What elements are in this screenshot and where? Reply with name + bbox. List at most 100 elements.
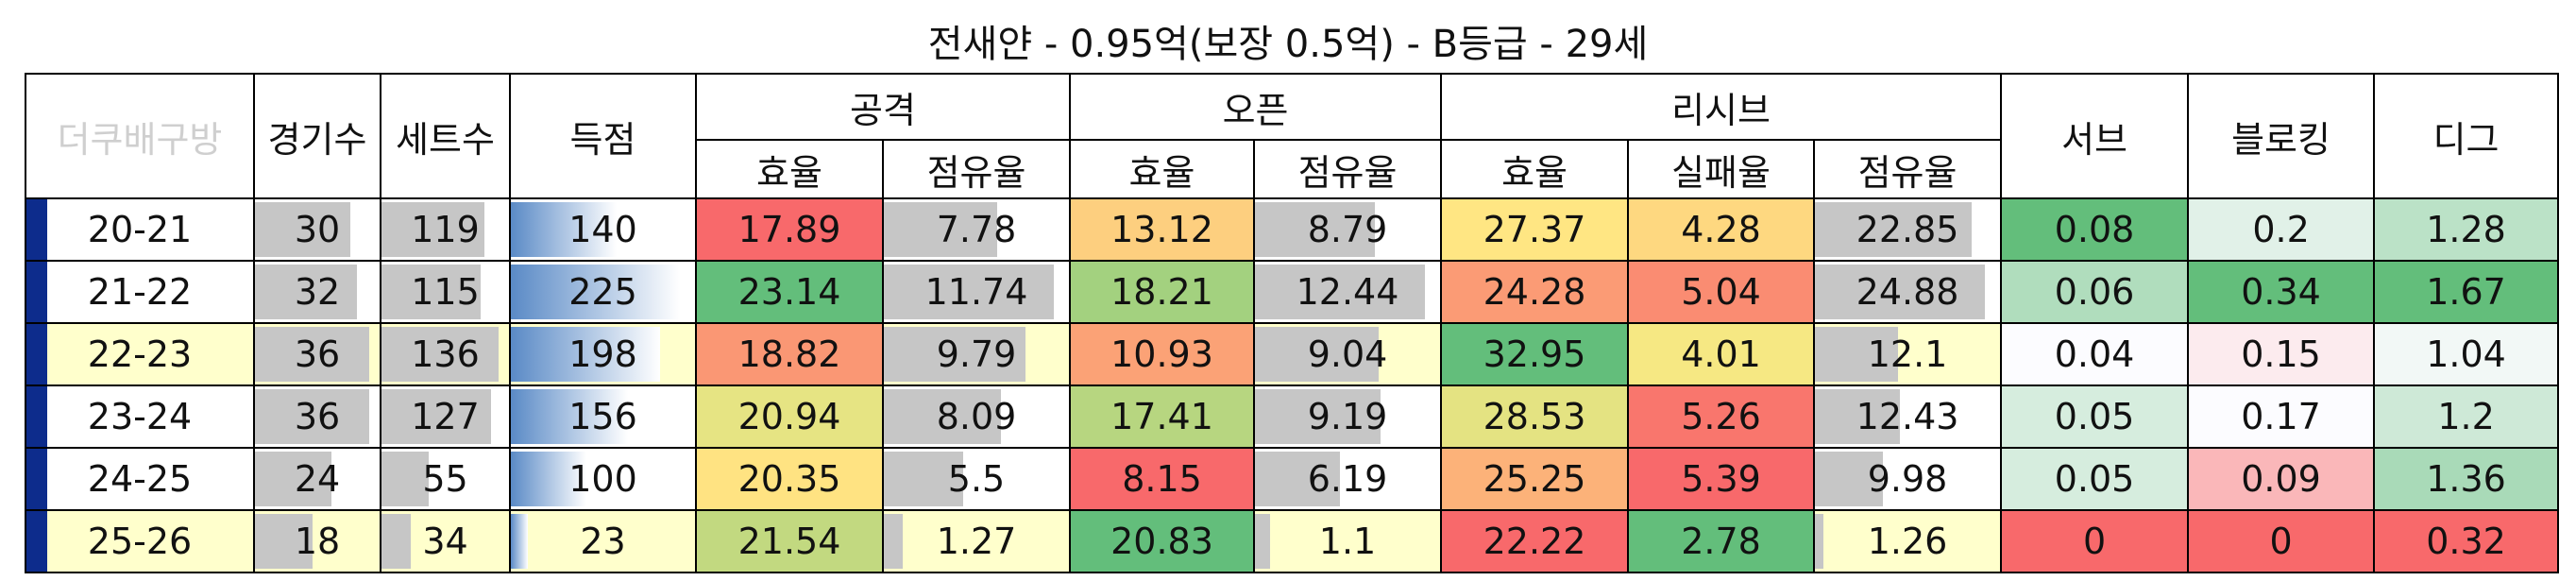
cell-value: 17.41 [1110,396,1213,437]
cell-value: 17.89 [737,209,841,250]
cell-value: 0.09 [2241,458,2321,500]
cell-value: 27.37 [1483,209,1586,250]
data-bar [382,327,500,382]
cell-value: 0.04 [2054,333,2135,375]
value-cell: 8.09 [881,384,1072,449]
data-bar [256,389,370,444]
value-cell: 1.1 [1253,509,1443,573]
data-bar [1816,514,1824,569]
data-row: 25-26 18 34 23 21.54 1.27 20.83 1.1 22.22 2.78 1.2… [25,509,2560,573]
data-bar [1256,265,1426,319]
data-bar [1256,514,1270,569]
value-cell: 1.28 [2373,197,2560,262]
data-bar [885,389,1002,444]
column-header: 경기수 [253,73,381,199]
value-cell: 23 [509,509,697,573]
value-cell: 0.34 [2187,260,2376,324]
value-cell: 10.93 [1069,322,1256,386]
value-cell: 9.04 [1253,322,1443,386]
data-bar [256,265,357,319]
season-label: 25-26 [87,521,193,562]
data-row: 21-22 32 115 225 23.14 11.74 18.21 12.44 24.28 5.… [25,260,2560,324]
value-cell: 13.12 [1069,197,1256,262]
value-cell: 119 [380,197,511,262]
value-cell: 30 [253,197,381,262]
stats-table: 더쿠배구방 경기수 세트수 득점 공격 오픈 리시브 서브 블로킹 디그 효율 점유율 효율 점유율 효율 실… [25,73,2560,573]
value-cell: 24.28 [1440,260,1630,324]
season-cell: 23-24 [25,384,255,449]
value-cell: 20.35 [695,447,884,511]
value-cell: 18.21 [1069,260,1256,324]
subcolumn-header: 점유율 [881,139,1072,199]
data-bar [1256,202,1376,257]
cell-value: 0.2 [2252,209,2310,250]
cell-value: 7.78 [936,209,1017,250]
season-label: 22-23 [87,333,193,375]
value-cell: 0.15 [2187,322,2376,386]
cell-value: 0.15 [2241,333,2321,375]
value-cell: 5.04 [1627,260,1816,324]
cell-value: 10.93 [1110,333,1213,375]
cell-value: 32.95 [1483,333,1586,375]
subcolumn-header: 효율 [695,139,884,199]
data-bar [382,452,430,506]
column-header: 서브 [2000,73,2190,199]
data-bar [256,327,370,382]
cell-value: 5.26 [1681,396,1761,437]
cell-value: 1.04 [2426,333,2506,375]
column-header: 득점 [509,73,697,199]
data-bar [512,202,617,257]
cell-value: 136 [411,333,480,375]
value-cell: 12.44 [1253,260,1443,324]
cell-value: 20.94 [737,396,841,437]
data-bar [1256,389,1381,444]
cell-value: 0.05 [2054,396,2135,437]
value-cell: 0 [2187,509,2376,573]
data-bar [512,514,529,569]
data-bar [382,202,484,257]
value-cell: 34 [380,509,511,573]
value-cell: 140 [509,197,697,262]
cell-value: 225 [568,271,637,313]
value-cell: 8.79 [1253,197,1443,262]
cell-value: 9.04 [1307,333,1388,375]
cell-value: 0 [2082,521,2107,562]
value-cell: 18 [253,509,381,573]
season-label: 21-22 [87,271,193,313]
cell-value: 22.85 [1856,209,1959,250]
cell-value: 1.1 [1318,521,1377,562]
value-cell: 24 [253,447,381,511]
cell-value: 0.08 [2054,209,2135,250]
column-header: 블로킹 [2187,73,2376,199]
title: 전새얀 - 0.95억(보장 0.5억) - B등급 - 29세 [927,23,1649,66]
season-cell: 24-25 [25,447,255,511]
cell-value: 55 [422,458,468,500]
value-cell: 9.19 [1253,384,1443,449]
data-bar [256,514,313,569]
cell-value: 34 [422,521,468,562]
value-cell: 23.14 [695,260,884,324]
subcolumn-header: 실패율 [1627,139,1816,199]
cell-value: 22.22 [1483,521,1586,562]
header-row: 더쿠배구방 경기수 세트수 득점 공격 오픈 리시브 서브 블로킹 디그 [25,73,2560,199]
cell-value: 100 [568,458,637,500]
value-cell: 6.19 [1253,447,1443,511]
value-cell: 27.37 [1440,197,1630,262]
value-cell: 12.1 [1813,322,2003,386]
cell-value: 0.34 [2241,271,2321,313]
value-cell: 20.94 [695,384,884,449]
data-bar [1256,327,1380,382]
cell-value: 20.35 [737,458,841,500]
cell-value: 30 [294,209,341,250]
value-cell: 0.06 [2000,260,2190,324]
cell-value: 1.27 [936,521,1017,562]
cell-value: 1.67 [2426,271,2506,313]
cell-value: 18.82 [737,333,841,375]
value-cell: 0.05 [2000,447,2190,511]
row-stripe [27,450,47,508]
value-cell: 17.89 [695,197,884,262]
cell-value: 119 [411,209,480,250]
value-cell: 55 [380,447,511,511]
row-stripe [27,387,47,446]
